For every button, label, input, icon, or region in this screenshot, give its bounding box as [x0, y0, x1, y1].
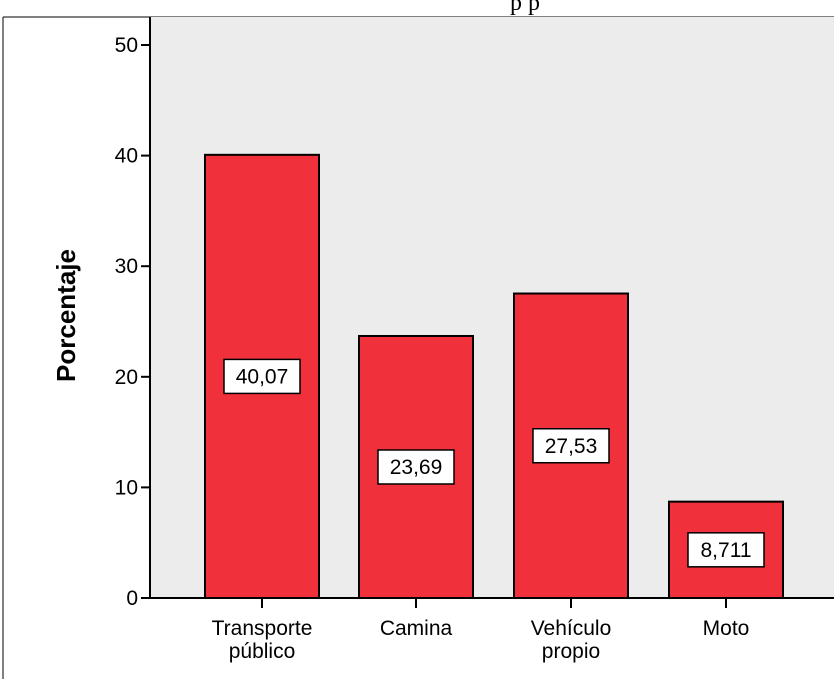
data-label: 8,711 — [701, 539, 752, 562]
data-label: 27,53 — [545, 435, 598, 458]
y-axis-title: Porcentaje — [51, 249, 81, 382]
x-tick-label: Camina — [380, 617, 453, 640]
y-tick-label: 10 — [115, 476, 138, 499]
data-label-box — [532, 428, 610, 464]
y-tick-label: 30 — [115, 255, 138, 278]
data-labels: 40,07 23,69 27,53 8,711 — [223, 358, 765, 568]
data-label: 23,69 — [390, 456, 443, 479]
x-tick-label: Transporte — [212, 617, 313, 640]
x-tick-label: Moto — [703, 617, 750, 640]
title-layer: p p — [510, 0, 540, 16]
x-tick-label: Vehículo — [531, 617, 612, 640]
top-cropped-title: p p — [510, 0, 540, 16]
y-tick-label: 40 — [115, 145, 138, 168]
y-tick-label: 20 — [115, 366, 138, 389]
x-tick-label: propio — [542, 640, 600, 663]
y-tick-label: 50 — [115, 34, 138, 57]
x-tick-label: público — [229, 640, 296, 663]
data-label-box — [223, 358, 301, 395]
data-label-box — [377, 449, 455, 485]
data-label: 40,07 — [236, 365, 289, 388]
y-tick-label: 0 — [126, 587, 138, 610]
data-label-box — [687, 532, 765, 568]
